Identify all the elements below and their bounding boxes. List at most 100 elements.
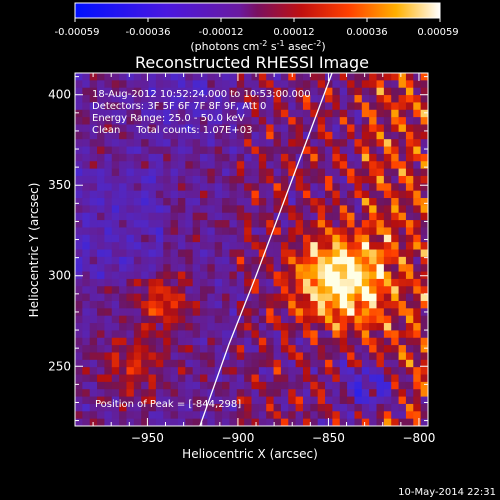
heatmap-cell bbox=[236, 367, 245, 376]
heatmap-cell bbox=[126, 183, 135, 192]
heatmap-cell bbox=[302, 242, 311, 250]
heatmap-cell bbox=[325, 220, 333, 228]
heatmap-cell bbox=[97, 300, 105, 309]
heatmap-cell bbox=[200, 190, 208, 199]
heatmap-cell bbox=[89, 124, 98, 133]
heatmap-cell bbox=[405, 249, 414, 258]
colorbar-tick-label: 0.00059 bbox=[417, 27, 458, 38]
heatmap-cell bbox=[177, 271, 186, 280]
heatmap-cell bbox=[229, 352, 238, 361]
heatmap-cell bbox=[420, 183, 428, 192]
heatmap-cell bbox=[405, 242, 414, 250]
heatmap-cell bbox=[391, 220, 400, 228]
heatmap-cell bbox=[273, 352, 282, 361]
heatmap-cell bbox=[273, 124, 282, 133]
heatmap-cell bbox=[111, 403, 120, 412]
heatmap-cell bbox=[280, 359, 289, 368]
heatmap-cell bbox=[244, 271, 252, 280]
heatmap-cell bbox=[251, 146, 260, 155]
heatmap-cell bbox=[420, 315, 428, 324]
heatmap-cell bbox=[310, 168, 319, 177]
heatmap-cell bbox=[347, 403, 355, 412]
heatmap-cell bbox=[155, 396, 164, 405]
heatmap-cell bbox=[405, 102, 414, 111]
heatmap-cell bbox=[75, 249, 83, 258]
heatmap-cell bbox=[288, 198, 297, 206]
heatmap-cell bbox=[266, 190, 275, 199]
heatmap-cell bbox=[420, 242, 428, 250]
heatmap-cell bbox=[192, 345, 201, 353]
heatmap-cell bbox=[170, 418, 179, 426]
heatmap-cell bbox=[420, 345, 428, 353]
heatmap-cell bbox=[148, 352, 157, 361]
heatmap-cell bbox=[273, 212, 282, 221]
heatmap-cell bbox=[420, 139, 428, 148]
heatmap-cell bbox=[244, 80, 252, 89]
heatmap-cell bbox=[244, 278, 252, 287]
heatmap-cell bbox=[317, 249, 326, 258]
heatmap-cell bbox=[325, 168, 333, 177]
heatmap-cell bbox=[185, 264, 194, 273]
heatmap-cell bbox=[317, 403, 326, 412]
heatmap-cell bbox=[317, 271, 326, 280]
heatmap-cell bbox=[222, 271, 230, 280]
heatmap-cell bbox=[163, 359, 172, 368]
heatmap-cell bbox=[163, 146, 172, 155]
heatmap-cell bbox=[177, 300, 186, 309]
heatmap-cell bbox=[413, 286, 422, 295]
heatmap-cell bbox=[398, 323, 407, 331]
heatmap-cell bbox=[280, 374, 289, 383]
heatmap-cell bbox=[295, 249, 304, 258]
heatmap-cell bbox=[75, 242, 83, 250]
heatmap-cell bbox=[266, 183, 275, 192]
heatmap-cell bbox=[405, 389, 414, 398]
heatmap-cell bbox=[413, 73, 422, 81]
heatmap-cell bbox=[383, 249, 392, 258]
heatmap-cell bbox=[126, 264, 135, 273]
heatmap-cell bbox=[347, 359, 355, 368]
heatmap-cell bbox=[222, 131, 230, 140]
heatmap-cell bbox=[273, 198, 282, 206]
heatmap-cell bbox=[369, 352, 378, 361]
heatmap-cell bbox=[97, 242, 105, 250]
heatmap-cell bbox=[133, 95, 142, 103]
heatmap-cell bbox=[141, 323, 150, 331]
heatmap-cell bbox=[413, 256, 422, 265]
heatmap-cell bbox=[398, 286, 407, 295]
heatmap-cell bbox=[244, 161, 252, 170]
heatmap-cell bbox=[420, 102, 428, 111]
heatmap-cell bbox=[339, 381, 348, 390]
heatmap-cell bbox=[82, 80, 91, 89]
heatmap-cell bbox=[222, 102, 230, 111]
heatmap-cell bbox=[295, 286, 304, 295]
heatmap-cell bbox=[214, 330, 223, 339]
heatmap-cell bbox=[75, 286, 83, 295]
heatmap-cell bbox=[148, 278, 157, 287]
heatmap-cell bbox=[398, 242, 407, 250]
heatmap-cell bbox=[258, 418, 267, 426]
heatmap-cell bbox=[398, 315, 407, 324]
heatmap-cell bbox=[310, 242, 319, 250]
heatmap-cell bbox=[361, 227, 370, 236]
heatmap-cell bbox=[332, 212, 341, 221]
heatmap-cell bbox=[185, 337, 194, 346]
x-axis-label: Heliocentric X (arcsec) bbox=[182, 447, 318, 461]
heatmap-cell bbox=[405, 278, 414, 287]
heatmap-cell bbox=[266, 153, 275, 162]
heatmap-cell bbox=[111, 359, 120, 368]
heatmap-cell bbox=[273, 278, 282, 287]
heatmap-cell bbox=[155, 131, 164, 140]
heatmap-cell bbox=[75, 374, 83, 383]
heatmap-cell bbox=[207, 381, 216, 390]
heatmap-cell bbox=[236, 198, 245, 206]
heatmap-cell bbox=[82, 323, 91, 331]
heatmap-cell bbox=[339, 389, 348, 398]
heatmap-cell bbox=[347, 337, 355, 346]
heatmap-cell bbox=[354, 124, 363, 133]
heatmap-cell bbox=[258, 198, 267, 206]
heatmap-cell bbox=[405, 87, 414, 96]
heatmap-cell bbox=[222, 242, 230, 250]
heatmap-cell bbox=[398, 271, 407, 280]
heatmap-cell bbox=[302, 345, 311, 353]
heatmap-cell bbox=[214, 109, 223, 118]
